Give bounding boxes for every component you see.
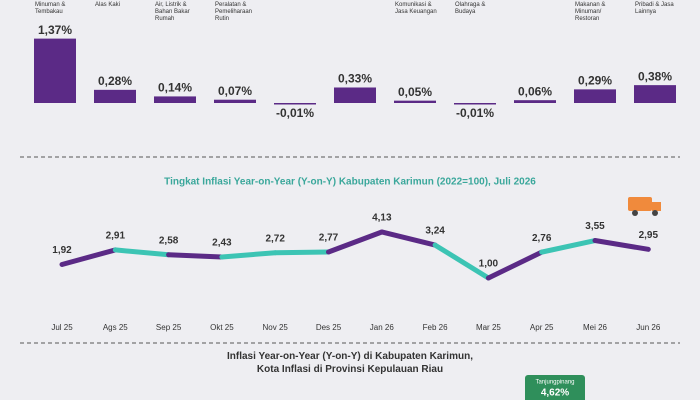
line-segment (379, 229, 438, 248)
line-segment (539, 238, 598, 255)
value-label: 2,76 (532, 233, 552, 244)
category-label: Makanan & Minuman/Restoran (575, 2, 605, 22)
x-tick-label: Des 25 (316, 323, 342, 332)
category-label: Pribadi & Jasa Lainnya (635, 2, 674, 15)
x-tick-label: Feb 26 (423, 323, 448, 332)
line-segment (272, 249, 331, 256)
truck-icon (628, 197, 661, 216)
value-label: 1,00 (479, 259, 499, 270)
value-label: 2,77 (319, 233, 339, 244)
line-segment (326, 229, 385, 255)
bar (154, 96, 196, 103)
value-label: 0,05% (398, 85, 432, 99)
line-segment (485, 249, 545, 281)
category-label: Olahraga & Budaya (455, 2, 485, 15)
value-label: 0,38% (638, 69, 672, 83)
value-label: -0,01% (276, 106, 314, 120)
bar (214, 99, 256, 103)
value-label: -0,01% (456, 106, 494, 120)
truck-body (628, 197, 652, 211)
x-tick-label: Ags 25 (103, 323, 128, 332)
value-label: 0,29% (578, 74, 612, 88)
x-tick-label: Mei 26 (583, 323, 608, 332)
category-label: Peralatan & Pemeliharaan Rutin (215, 2, 252, 22)
value-label: 1,92 (52, 245, 72, 256)
line-segment (432, 242, 491, 281)
category-label: Minuman & Tembakau (35, 2, 65, 15)
value-label: 0,28% (98, 74, 132, 88)
value-label: 0,14% (158, 81, 192, 95)
bar (634, 85, 676, 103)
chart-title: Tingkat Inflasi Year-on-Year (Y-on-Y) Ka… (164, 177, 536, 188)
x-tick-label: Okt 25 (210, 323, 234, 332)
category-label: Tanjungpinang (535, 380, 574, 386)
value-label: 2,91 (106, 231, 126, 242)
value-label: 2,72 (265, 233, 285, 244)
x-tick-label: Jul 25 (51, 323, 73, 332)
line-segment (592, 238, 651, 252)
x-tick-label: Sep 25 (156, 323, 182, 332)
bar (94, 89, 136, 103)
x-tick-label: Apr 25 (530, 323, 554, 332)
line-segment (166, 252, 225, 260)
bar (574, 89, 616, 103)
bar (514, 100, 556, 103)
value-label: 0,06% (518, 84, 552, 98)
value-label: 1,37% (38, 23, 72, 37)
bar (394, 100, 436, 103)
value-label: 3,24 (425, 226, 445, 237)
value-label: 3,55 (585, 221, 605, 232)
value-label: 0,33% (338, 72, 372, 86)
category-label: Air, Listrik & Bahan Bakar Rumah (155, 2, 190, 22)
line-segment (219, 250, 278, 260)
line-segment (59, 247, 118, 267)
value-label: 2,43 (212, 238, 232, 249)
truck-wheel (632, 210, 638, 216)
category-label: Komunikasi & Jasa Keuangan (395, 2, 437, 15)
x-tick-label: Mar 25 (476, 323, 501, 332)
value-label: 4,62% (541, 388, 569, 399)
bar (34, 38, 76, 103)
category-label: Alas Kaki (95, 2, 120, 8)
bar (525, 375, 585, 400)
x-tick-label: Nov 25 (263, 323, 289, 332)
x-tick-label: Jan 26 (370, 323, 395, 332)
value-label: 4,13 (372, 213, 392, 224)
chart-title: Inflasi Year-on-Year (Y-on-Y) di Kabupat… (227, 351, 473, 375)
x-tick-label: Jun 26 (636, 323, 661, 332)
bar (334, 87, 376, 103)
truck-wheel (652, 210, 658, 216)
bar (454, 103, 496, 105)
value-label: 0,07% (218, 84, 252, 98)
line-segment (112, 247, 172, 258)
truck-cab (652, 202, 661, 211)
value-label: 2,95 (639, 230, 659, 241)
bar (274, 103, 316, 105)
value-label: 2,58 (159, 235, 179, 246)
